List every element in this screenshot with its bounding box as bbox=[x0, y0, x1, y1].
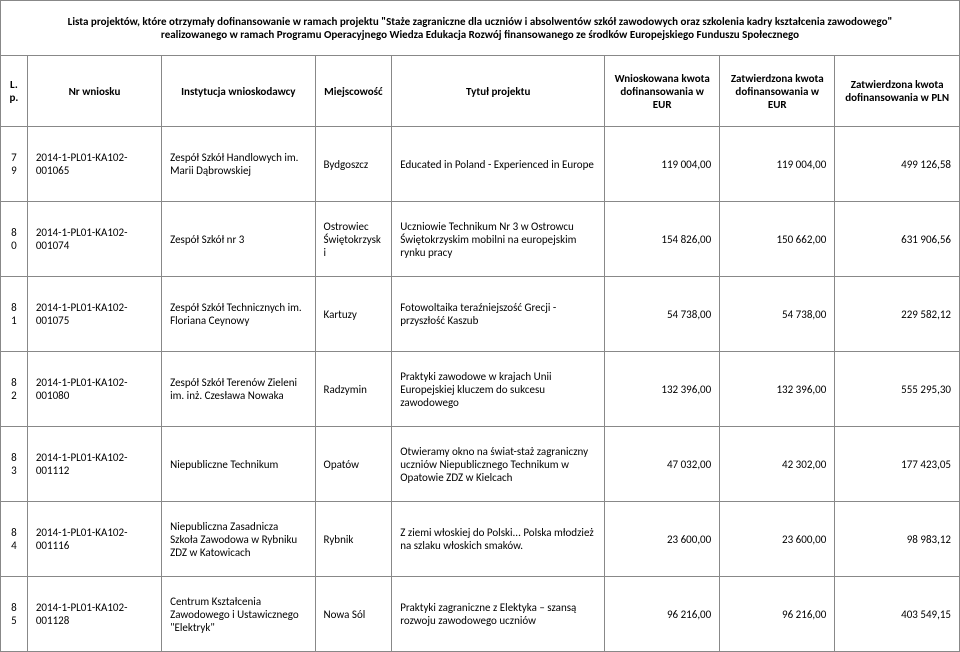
cell-lp: 83 bbox=[1, 427, 28, 502]
cell-approved-pln: 403 549,15 bbox=[835, 577, 960, 652]
table-row: 792014-1-PL01-KA102-001065Zespół Szkół H… bbox=[1, 127, 960, 202]
cell-nr: 2014-1-PL01-KA102-001116 bbox=[27, 502, 161, 577]
cell-approved-eur: 150 662,00 bbox=[720, 202, 835, 277]
cell-lp: 79 bbox=[1, 127, 28, 202]
cell-requested-eur: 47 032,00 bbox=[605, 427, 720, 502]
cell-approved-eur: 42 302,00 bbox=[720, 427, 835, 502]
header-approved-pln: Zatwierdzona kwota dofinansowania w PLN bbox=[835, 56, 960, 127]
header-institution: Instytucja wnioskodawcy bbox=[162, 56, 315, 127]
header-title: Tytuł projektu bbox=[392, 56, 605, 127]
header-approved-eur: Zatwierdzona kwota dofinansowania w EUR bbox=[720, 56, 835, 127]
cell-nr: 2014-1-PL01-KA102-001080 bbox=[27, 352, 161, 427]
cell-requested-eur: 23 600,00 bbox=[605, 502, 720, 577]
cell-nr: 2014-1-PL01-KA102-001112 bbox=[27, 427, 161, 502]
cell-title: Praktyki zawodowe w krajach Unii Europej… bbox=[392, 352, 605, 427]
cell-title: Fotowoltaika teraźniejszość Grecji - prz… bbox=[392, 277, 605, 352]
cell-lp: 80 bbox=[1, 202, 28, 277]
cell-institution: Niepubliczne Technikum bbox=[162, 427, 315, 502]
table-row: 832014-1-PL01-KA102-001112Niepubliczne T… bbox=[1, 427, 960, 502]
header-nr: Nr wniosku bbox=[27, 56, 161, 127]
cell-title: Otwieramy okno na świat-staż zagraniczny… bbox=[392, 427, 605, 502]
cell-lp: 81 bbox=[1, 277, 28, 352]
cell-location: Opatów bbox=[315, 427, 392, 502]
cell-approved-eur: 132 396,00 bbox=[720, 352, 835, 427]
cell-requested-eur: 132 396,00 bbox=[605, 352, 720, 427]
table-row: 842014-1-PL01-KA102-001116Niepubliczna Z… bbox=[1, 502, 960, 577]
cell-approved-eur: 54 738,00 bbox=[720, 277, 835, 352]
cell-title: Z ziemi włoskiej do Polski... Polska mło… bbox=[392, 502, 605, 577]
cell-institution: Zespół Szkół Handlowych im. Marii Dąbrow… bbox=[162, 127, 315, 202]
table-row: 812014-1-PL01-KA102-001075Zespół Szkół T… bbox=[1, 277, 960, 352]
cell-lp: 84 bbox=[1, 502, 28, 577]
cell-approved-eur: 96 216,00 bbox=[720, 577, 835, 652]
cell-approved-eur: 119 004,00 bbox=[720, 127, 835, 202]
cell-approved-pln: 499 126,58 bbox=[835, 127, 960, 202]
table-title: Lista projektów, które otrzymały dofinan… bbox=[1, 1, 960, 56]
cell-approved-pln: 177 423,05 bbox=[835, 427, 960, 502]
cell-institution: Niepubliczna Zasadnicza Szkoła Zawodowa … bbox=[162, 502, 315, 577]
projects-table: Lista projektów, które otrzymały dofinan… bbox=[0, 0, 960, 652]
table-row: 822014-1-PL01-KA102-001080Zespół Szkół T… bbox=[1, 352, 960, 427]
cell-approved-pln: 555 295,30 bbox=[835, 352, 960, 427]
cell-title: Educated in Poland - Experienced in Euro… bbox=[392, 127, 605, 202]
cell-requested-eur: 54 738,00 bbox=[605, 277, 720, 352]
cell-location: Nowa Sól bbox=[315, 577, 392, 652]
cell-nr: 2014-1-PL01-KA102-001128 bbox=[27, 577, 161, 652]
cell-institution: Zespół Szkół Technicznych im. Floriana C… bbox=[162, 277, 315, 352]
cell-institution: Zespół Szkół nr 3 bbox=[162, 202, 315, 277]
cell-location: Rybnik bbox=[315, 502, 392, 577]
cell-location: Radzymin bbox=[315, 352, 392, 427]
table-row: 852014-1-PL01-KA102-001128Centrum Kształ… bbox=[1, 577, 960, 652]
cell-requested-eur: 96 216,00 bbox=[605, 577, 720, 652]
header-requested-eur: Wnioskowana kwota dofinansowania w EUR bbox=[605, 56, 720, 127]
cell-lp: 82 bbox=[1, 352, 28, 427]
cell-title: Praktyki zagraniczne z Elektyka – szansą… bbox=[392, 577, 605, 652]
cell-location: Bydgoszcz bbox=[315, 127, 392, 202]
cell-location: Kartuzy bbox=[315, 277, 392, 352]
cell-approved-pln: 229 582,12 bbox=[835, 277, 960, 352]
cell-nr: 2014-1-PL01-KA102-001065 bbox=[27, 127, 161, 202]
cell-approved-eur: 23 600,00 bbox=[720, 502, 835, 577]
cell-institution: Centrum Kształcenia Zawodowego i Ustawic… bbox=[162, 577, 315, 652]
cell-location: Ostrowiec Świętokrzyski bbox=[315, 202, 392, 277]
cell-institution: Zespół Szkół Terenów Zieleni im. inż. Cz… bbox=[162, 352, 315, 427]
cell-requested-eur: 154 826,00 bbox=[605, 202, 720, 277]
cell-requested-eur: 119 004,00 bbox=[605, 127, 720, 202]
cell-title: Uczniowie Technikum Nr 3 w Ostrowcu Świę… bbox=[392, 202, 605, 277]
table-row: 802014-1-PL01-KA102-001074Zespół Szkół n… bbox=[1, 202, 960, 277]
cell-approved-pln: 98 983,12 bbox=[835, 502, 960, 577]
cell-approved-pln: 631 906,56 bbox=[835, 202, 960, 277]
header-location: Miejscowość bbox=[315, 56, 392, 127]
header-lp: L.p. bbox=[1, 56, 28, 127]
cell-nr: 2014-1-PL01-KA102-001074 bbox=[27, 202, 161, 277]
cell-lp: 85 bbox=[1, 577, 28, 652]
cell-nr: 2014-1-PL01-KA102-001075 bbox=[27, 277, 161, 352]
table-title-row: Lista projektów, które otrzymały dofinan… bbox=[1, 1, 960, 56]
table-header-row: L.p. Nr wniosku Instytucja wnioskodawcy … bbox=[1, 56, 960, 127]
